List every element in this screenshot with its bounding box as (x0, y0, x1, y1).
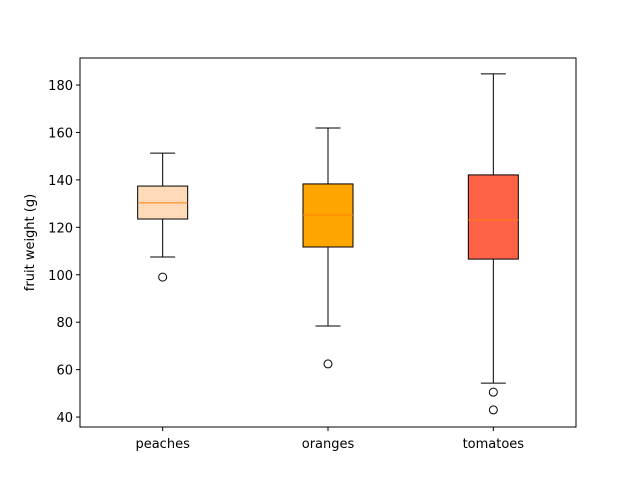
y-tick-label: 180 (48, 79, 73, 94)
box (467, 174, 519, 260)
y-tick-label: 160 (48, 126, 73, 141)
y-tick-label: 40 (56, 411, 73, 426)
y-tick-label: 60 (56, 364, 73, 379)
y-tick-label: 80 (56, 316, 73, 331)
x-tick-label: oranges (302, 437, 355, 452)
flier (488, 387, 498, 397)
x-tick-label: tomatoes (463, 437, 525, 452)
x-tick-label: peaches (135, 437, 190, 452)
flier (158, 272, 168, 282)
y-tick-label: 140 (48, 174, 73, 189)
y-axis-label: fruit weight (g) (23, 194, 38, 291)
y-tick-label: 100 (48, 269, 73, 284)
y-tick-label: 120 (48, 221, 73, 236)
flier (323, 359, 333, 369)
flier (488, 405, 498, 415)
plot-frame (79, 57, 577, 428)
